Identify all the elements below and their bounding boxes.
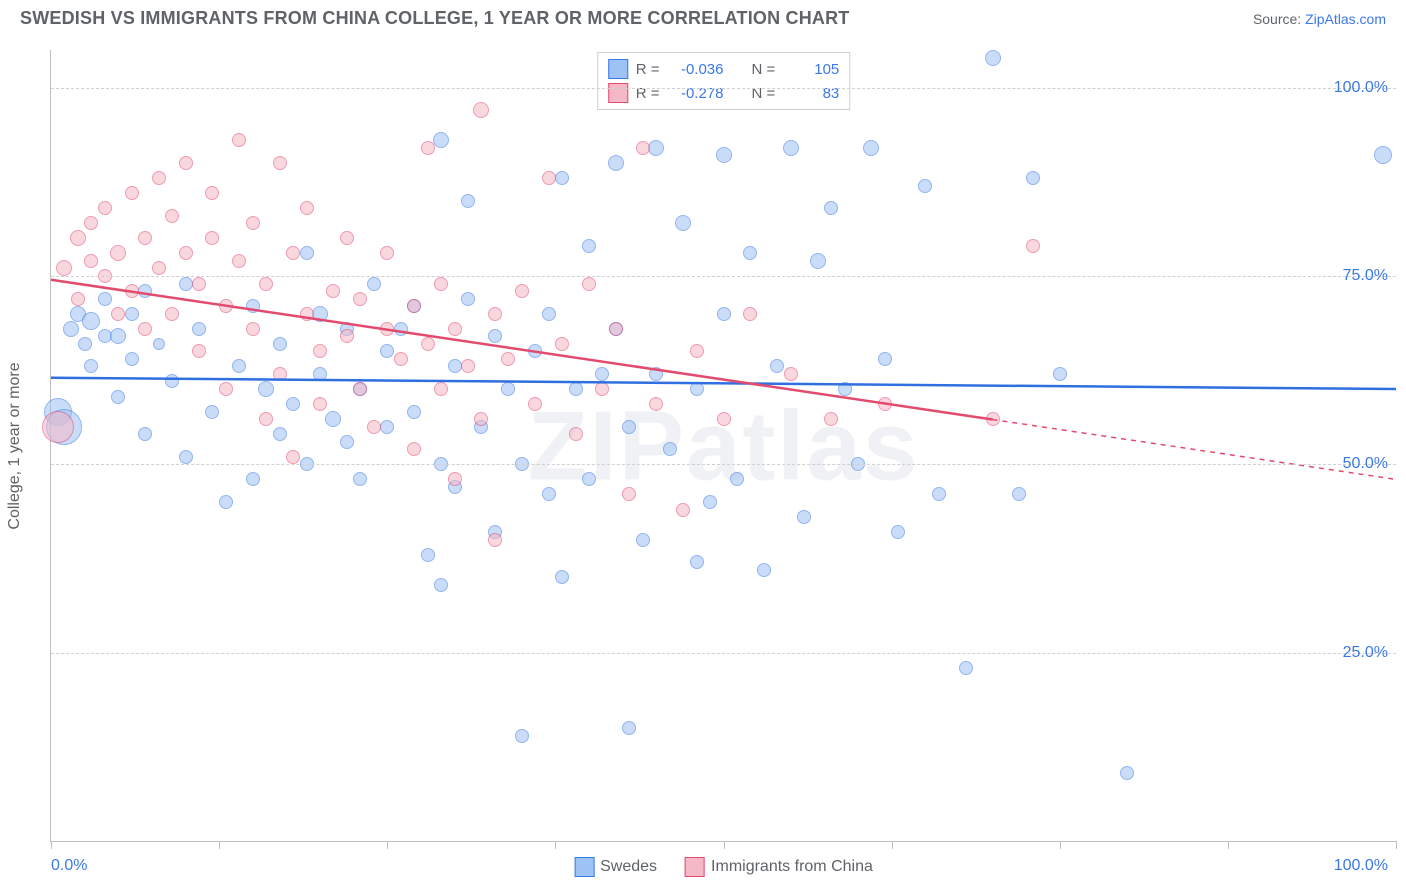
y-axis-title: College, 1 year or more (6, 362, 24, 529)
x-tick (1396, 841, 1397, 849)
y-tick-label: 50.0% (1343, 455, 1388, 473)
legend-row-swedes: R = -0.036 N = 105 (608, 57, 840, 81)
swatch-swedes-icon (574, 857, 594, 877)
x-tick (387, 841, 388, 849)
source-prefix: Source: (1253, 11, 1305, 27)
gridline (51, 88, 1396, 89)
y-tick-label: 75.0% (1343, 267, 1388, 285)
x-tick (555, 841, 556, 849)
swatch-swedes (608, 59, 628, 79)
n-value-swedes: 105 (783, 61, 839, 78)
gridline (51, 653, 1396, 654)
legend-item-china: Immigrants from China (685, 857, 873, 877)
chart-header: SWEDISH VS IMMIGRANTS FROM CHINA COLLEGE… (0, 0, 1406, 41)
r-label: R = (636, 61, 660, 78)
swatch-china (608, 83, 628, 103)
x-tick (1060, 841, 1061, 849)
x-tick (219, 841, 220, 849)
x-tick (1228, 841, 1229, 849)
r-value-swedes: -0.036 (668, 61, 724, 78)
y-tick-label: 100.0% (1334, 79, 1388, 97)
x-tick (724, 841, 725, 849)
x-tick (51, 841, 52, 849)
n-label: N = (752, 61, 776, 78)
legend-series: Swedes Immigrants from China (574, 857, 873, 877)
x-axis-min-label: 0.0% (51, 857, 87, 875)
chart-title: SWEDISH VS IMMIGRANTS FROM CHINA COLLEGE… (20, 8, 849, 29)
y-tick-label: 25.0% (1343, 644, 1388, 662)
gridline (51, 464, 1396, 465)
swatch-china-icon (685, 857, 705, 877)
source-attribution: Source: ZipAtlas.com (1253, 11, 1386, 27)
x-tick (892, 841, 893, 849)
legend-row-china: R = -0.278 N = 83 (608, 81, 840, 105)
legend-item-swedes: Swedes (574, 857, 657, 877)
trend-lines (51, 50, 1396, 841)
chart-area: College, 1 year or more ZIPatlas R = -0.… (50, 50, 1396, 842)
legend-correlation: R = -0.036 N = 105 R = -0.278 N = 83 (597, 52, 851, 110)
source-link[interactable]: ZipAtlas.com (1305, 11, 1386, 27)
x-axis-max-label: 100.0% (1334, 857, 1388, 875)
gridline (51, 276, 1396, 277)
